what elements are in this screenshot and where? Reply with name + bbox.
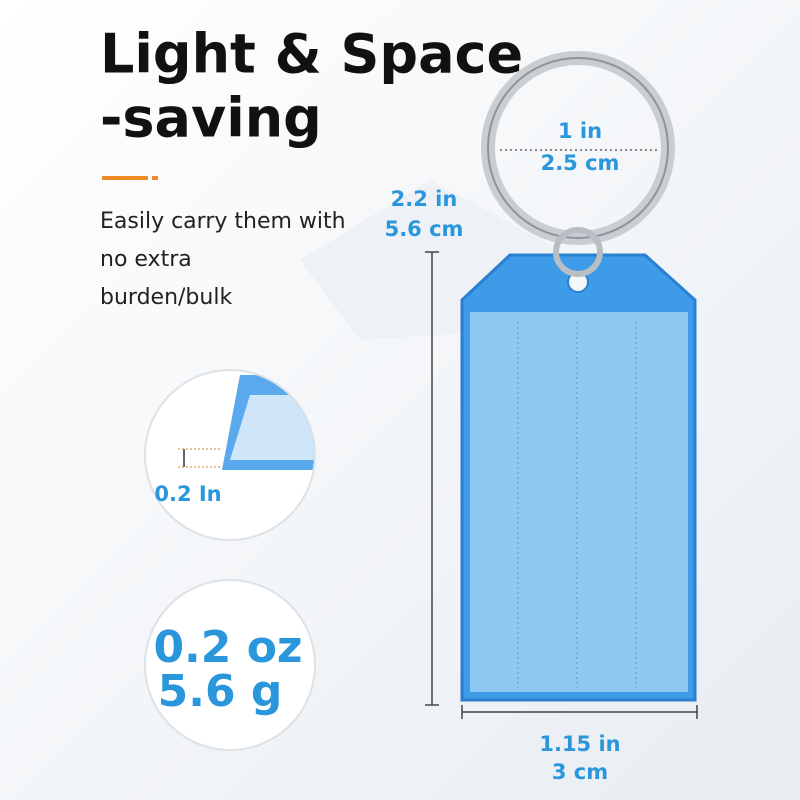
width-size: 1.15 in <box>539 732 620 756</box>
description-line: burden/bulk <box>100 285 232 310</box>
title-line: -saving <box>100 87 322 150</box>
tag-window <box>470 312 688 692</box>
description-line: Easily carry them with <box>100 209 346 234</box>
height-size: 2.2 in <box>391 187 458 211</box>
description-line: no extra <box>100 247 192 272</box>
height-size: 5.6 cm <box>385 217 464 241</box>
weight-value: 5.6 g <box>158 666 283 717</box>
width-size: 3 cm <box>552 760 608 784</box>
key-ring-edge <box>487 57 669 239</box>
weight-value: 0.2 oz <box>153 622 302 673</box>
split-ring <box>553 227 603 277</box>
ring-size: 2.5 cm <box>541 151 620 175</box>
title-line: Light & Space <box>100 23 523 86</box>
weight-circle <box>144 579 316 751</box>
thickness-size: 0.2 In <box>154 482 221 506</box>
ring-size: 1 in <box>558 119 602 143</box>
